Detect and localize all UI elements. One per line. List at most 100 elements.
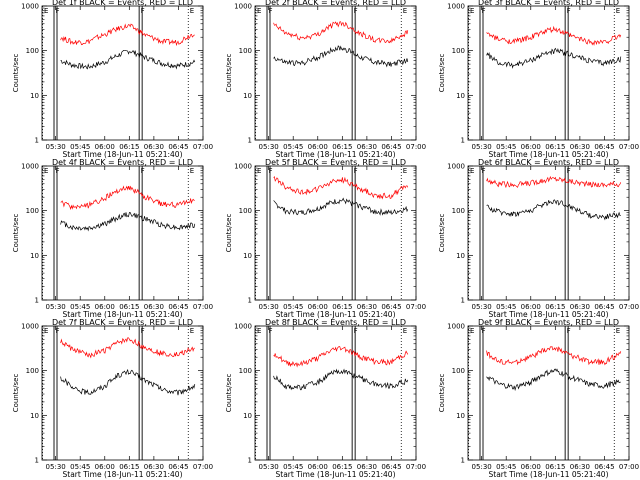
y-axis-label: Counts/sec (438, 374, 446, 413)
y-axis-label: Counts/sec (225, 214, 233, 253)
x-tick-label: 06:00 (95, 143, 115, 151)
plot-frame (467, 5, 630, 141)
x-tick-label: 06:00 (521, 463, 541, 471)
y-axis-label: Counts/sec (438, 214, 446, 253)
x-tick-label: 06:15 (332, 143, 352, 151)
interval-marker-label: E (257, 7, 261, 15)
x-tick-label: 06:00 (308, 143, 328, 151)
x-tick-label: 05:45 (70, 303, 90, 311)
x-tick-label: 06:45 (381, 143, 401, 151)
x-tick-label: 07:00 (406, 143, 426, 151)
y-tick-label: 100 (452, 367, 465, 375)
interval-marker-label: F (56, 327, 60, 335)
series-line-lld (273, 176, 409, 200)
x-tick-label: 06:45 (168, 463, 188, 471)
y-axis-label: Counts/sec (12, 54, 20, 93)
x-tick-label: 05:45 (283, 463, 303, 471)
y-axis-label: Counts/sec (438, 54, 446, 93)
x-tick-label: 06:30 (144, 303, 164, 311)
y-tick-label: 1000 (447, 323, 465, 331)
interval-marker-label: F (482, 7, 486, 15)
x-tick-label: 06:00 (521, 143, 541, 151)
x-axis-label: Start Time (18-Jun-11 05:21:40) (63, 310, 183, 319)
y-tick-label: 10 (30, 252, 39, 260)
chart-title: Det 3f BLACK = Events, RED = LLD (478, 0, 619, 7)
x-tick-label: 06:45 (381, 303, 401, 311)
interval-marker-label: E (44, 327, 48, 335)
x-tick-label: 06:15 (119, 463, 139, 471)
x-tick-label: 06:15 (119, 143, 139, 151)
x-tick-label: 05:30 (472, 143, 492, 151)
interval-marker-label: E (190, 167, 194, 175)
y-tick-label: 10 (456, 412, 465, 420)
y-tick-label: 1 (461, 137, 465, 145)
x-tick-label: 05:30 (46, 463, 66, 471)
x-tick-label: 05:45 (496, 463, 516, 471)
plot-frame (254, 165, 417, 301)
chart-svg: Det 3f BLACK = Events, RED = LLD 1 10 100 10… (438, 0, 639, 159)
y-tick-label: 10 (456, 252, 465, 260)
x-tick-label: 06:30 (570, 143, 590, 151)
chart-panel: Det 6f BLACK = Events, RED = LLD 1 10 100 10… (426, 158, 639, 320)
y-tick-label: 10 (243, 92, 252, 100)
x-tick-label: 05:30 (472, 303, 492, 311)
interval-marker-label: E (403, 327, 407, 335)
chart-svg: Det 9f BLACK = Events, RED = LLD 1 10 100 10… (438, 318, 639, 479)
x-tick-label: 06:00 (95, 303, 115, 311)
chart-title: Det 7f BLACK = Events, RED = LLD (52, 318, 193, 327)
plot-frame (467, 165, 630, 301)
y-tick-label: 100 (26, 207, 39, 215)
interval-marker-label: F (354, 327, 358, 335)
x-tick-label: 05:30 (472, 463, 492, 471)
chart-panel: Det 3f BLACK = Events, RED = LLD 1 10 100 10… (426, 0, 639, 160)
y-tick-label: 10 (243, 412, 252, 420)
x-tick-label: 06:15 (332, 463, 352, 471)
y-tick-label: 1 (35, 137, 39, 145)
interval-marker-label: F (269, 327, 273, 335)
y-tick-label: 1000 (21, 323, 39, 331)
y-tick-label: 1000 (234, 163, 252, 171)
interval-marker-label: F (56, 7, 60, 15)
y-tick-label: 100 (452, 207, 465, 215)
x-tick-label: 06:45 (594, 303, 614, 311)
y-tick-label: 1000 (21, 163, 39, 171)
plot-frame (254, 325, 417, 461)
x-tick-label: 06:30 (144, 463, 164, 471)
y-tick-label: 100 (239, 367, 252, 375)
interval-marker-label: E (470, 167, 474, 175)
series-line-events (273, 45, 409, 68)
interval-marker-label: F (567, 327, 571, 335)
x-tick-label: 06:15 (545, 303, 565, 311)
interval-marker-label: E (403, 167, 407, 175)
x-tick-label: 05:45 (70, 143, 90, 151)
plot-frame (41, 5, 204, 141)
plot-frame (41, 165, 204, 301)
series-line-events (486, 368, 621, 392)
x-tick-label: 06:15 (545, 463, 565, 471)
chart-svg: Det 5f BLACK = Events, RED = LLD 1 10 100 10… (225, 158, 426, 319)
interval-marker-label: E (257, 327, 261, 335)
chart-title: Det 2f BLACK = Events, RED = LLD (265, 0, 406, 7)
x-tick-label: 06:15 (545, 143, 565, 151)
x-tick-label: 06:00 (308, 303, 328, 311)
series-line-lld (486, 345, 622, 366)
y-tick-label: 1000 (21, 3, 39, 11)
interval-marker-label: F (482, 167, 486, 175)
plot-frame (467, 325, 630, 461)
chart-svg: Det 7f BLACK = Events, RED = LLD 1 10 100 10… (12, 318, 213, 479)
chart-panel: Det 2f BLACK = Events, RED = LLD 1 10 100 10… (213, 0, 426, 160)
series-line-events (60, 49, 196, 70)
interval-marker-label: F (567, 7, 571, 15)
y-tick-label: 10 (243, 252, 252, 260)
interval-marker-label: F (141, 327, 145, 335)
series-line-lld (273, 346, 409, 368)
x-tick-label: 05:30 (46, 143, 66, 151)
x-axis-label: Start Time (18-Jun-11 05:21:40) (489, 310, 609, 319)
interval-marker-label: F (567, 167, 571, 175)
interval-marker-label: E (616, 167, 620, 175)
y-tick-label: 10 (30, 412, 39, 420)
x-tick-label: 05:45 (283, 143, 303, 151)
interval-marker-label: E (470, 327, 474, 335)
y-tick-label: 1 (248, 297, 252, 305)
series-line-events (273, 368, 409, 391)
